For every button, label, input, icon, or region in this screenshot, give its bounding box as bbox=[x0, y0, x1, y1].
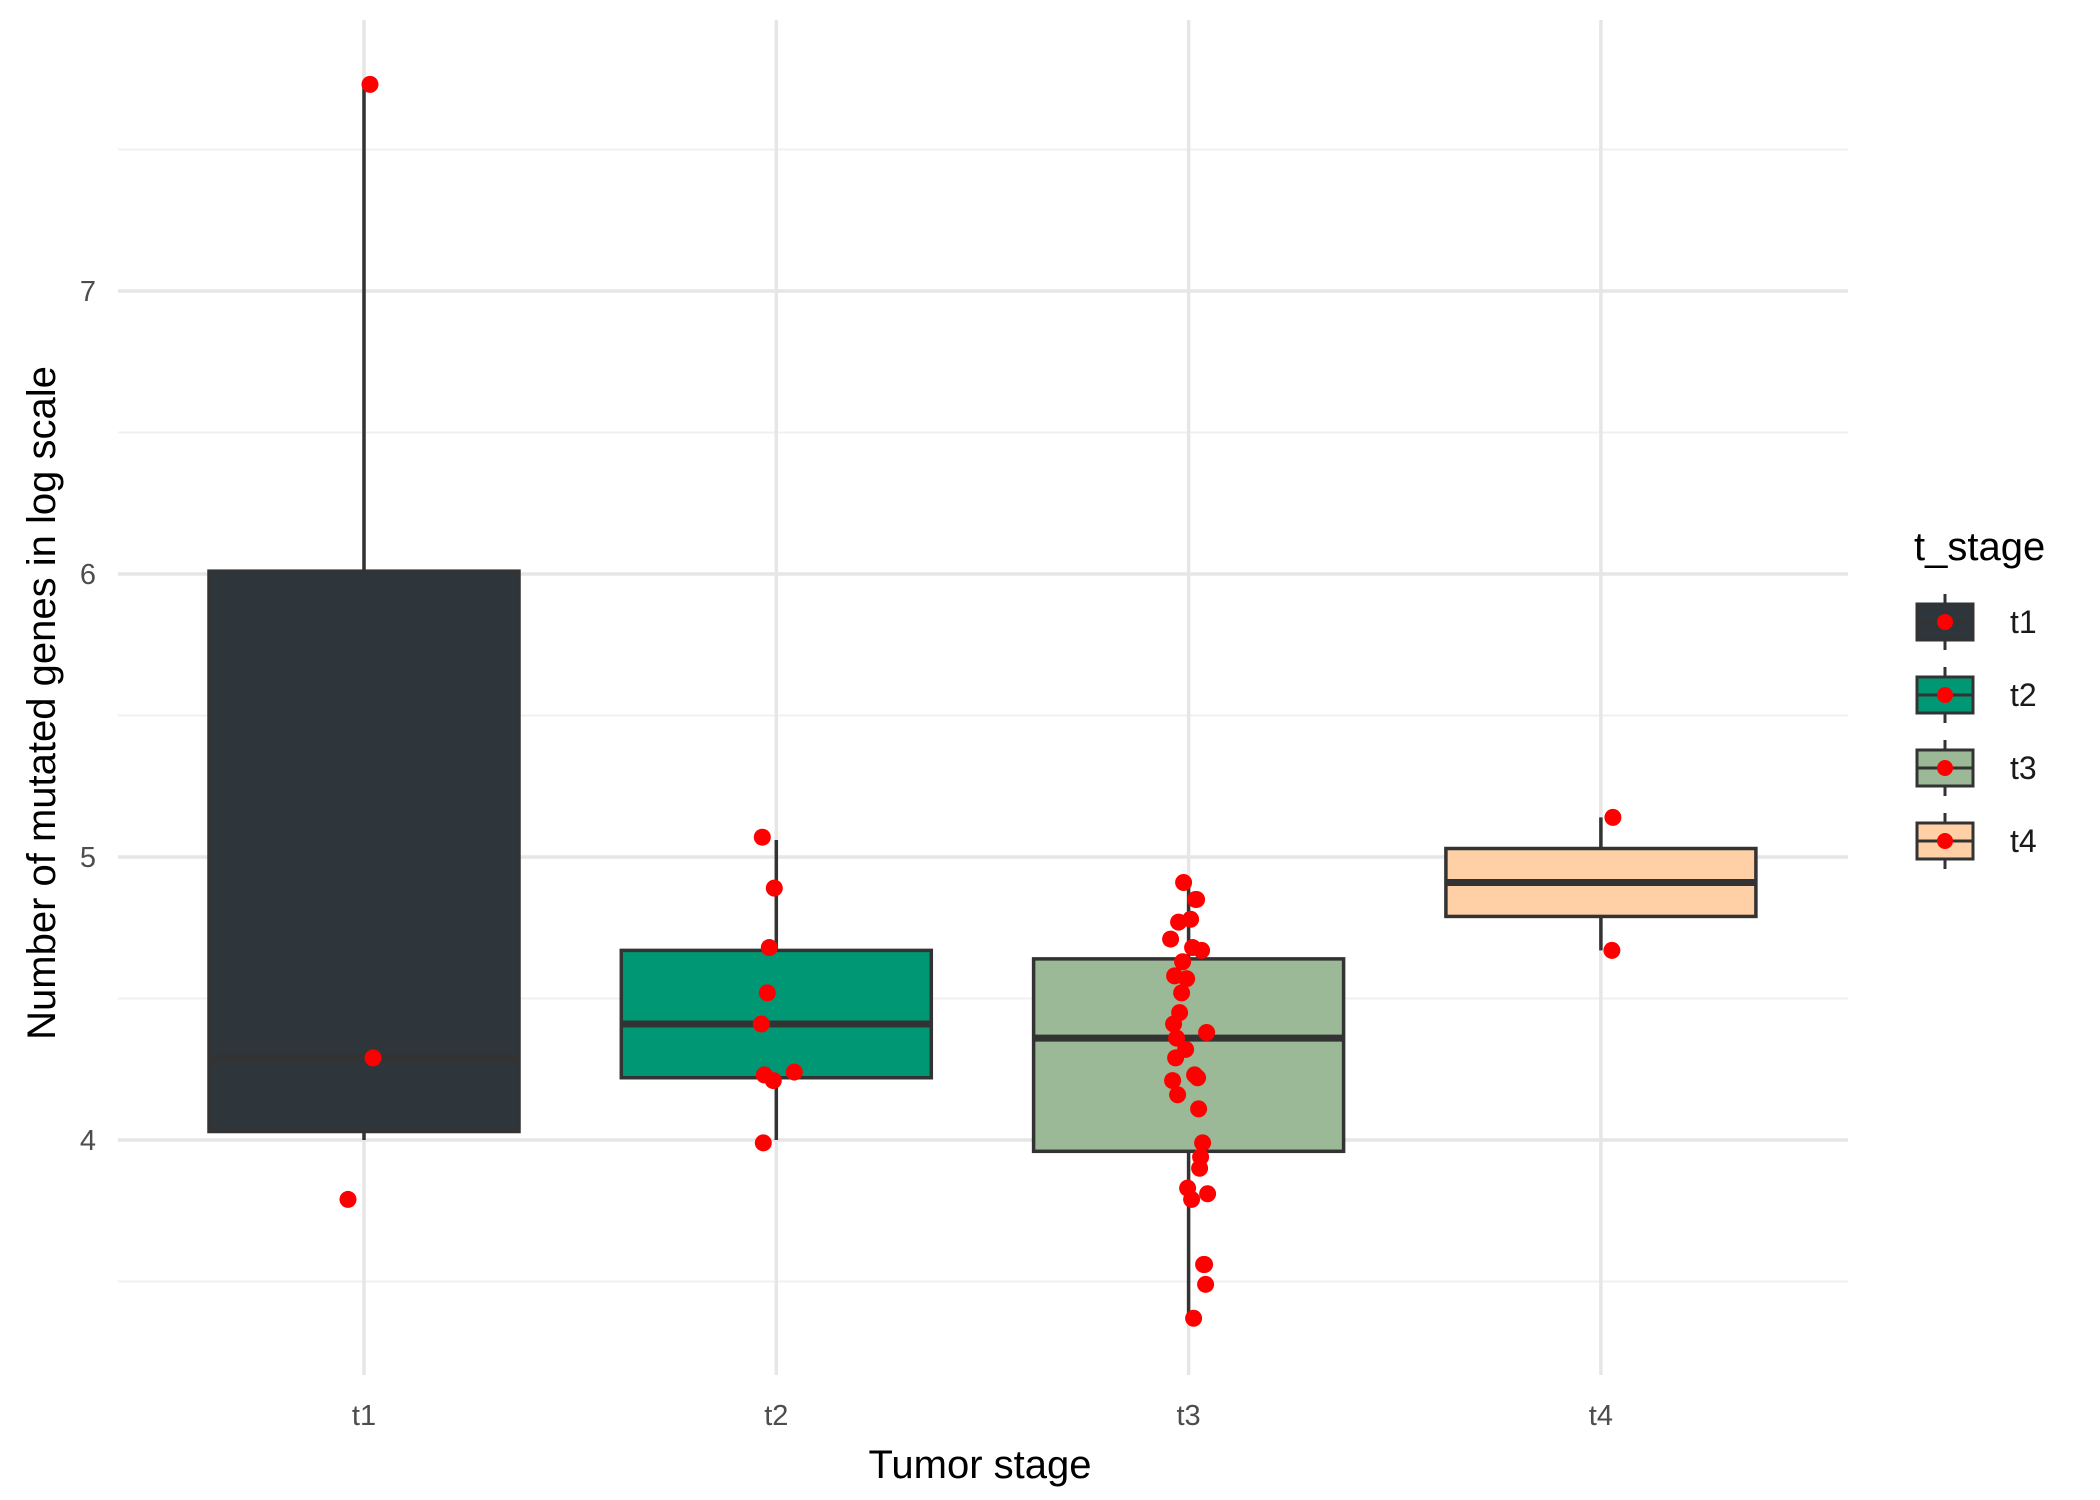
point-t2 bbox=[764, 1072, 782, 1090]
point-t2 bbox=[765, 879, 783, 897]
legend-title: t_stage bbox=[1914, 525, 2045, 569]
point-t3 bbox=[1162, 930, 1180, 948]
legend-label-t1: t1 bbox=[2010, 604, 2037, 640]
point-t3 bbox=[1169, 1086, 1187, 1104]
point-t2 bbox=[758, 984, 776, 1002]
x-tick-labels: t1 t2 t3 t4 bbox=[352, 1400, 1613, 1432]
point-t3 bbox=[1173, 984, 1191, 1002]
legend: t_stage t1 t2 t3 t4 bbox=[1914, 525, 2045, 869]
x-axis-title: Tumor stage bbox=[868, 1443, 1091, 1487]
point-t3 bbox=[1195, 1256, 1213, 1274]
point-t3 bbox=[1188, 890, 1206, 908]
point-t2 bbox=[785, 1063, 803, 1081]
point-t4 bbox=[1603, 941, 1621, 959]
y-tick-label: 4 bbox=[80, 1125, 96, 1157]
legend-label-t2: t2 bbox=[2010, 677, 2037, 713]
y-tick-label: 7 bbox=[80, 276, 96, 308]
x-tick-label: t4 bbox=[1589, 1400, 1613, 1432]
point-t3 bbox=[1190, 1100, 1208, 1118]
point-t2 bbox=[760, 939, 778, 957]
legend-label-t3: t3 bbox=[2010, 750, 2037, 786]
point-t3 bbox=[1165, 1015, 1183, 1033]
x-tick-label: t3 bbox=[1177, 1400, 1201, 1432]
point-t3 bbox=[1191, 1159, 1209, 1177]
point-t2 bbox=[752, 1015, 770, 1033]
point-t3 bbox=[1170, 913, 1188, 931]
y-tick-label: 6 bbox=[80, 559, 96, 591]
point-t2 bbox=[753, 828, 771, 846]
point-t3 bbox=[1164, 1072, 1182, 1090]
data-points bbox=[339, 75, 1622, 1327]
box-t1 bbox=[207, 569, 521, 1134]
point-t1 bbox=[364, 1049, 382, 1067]
x-tick-label: t1 bbox=[352, 1400, 376, 1432]
boxes bbox=[207, 569, 1758, 1154]
point-t3 bbox=[1198, 1023, 1216, 1041]
point-t3 bbox=[1193, 941, 1211, 959]
point-t3 bbox=[1185, 1309, 1203, 1327]
point-t3 bbox=[1189, 1069, 1207, 1087]
legend-key-point bbox=[1937, 687, 1953, 703]
legend-label-t4: t4 bbox=[2010, 823, 2037, 859]
box-t2 bbox=[619, 948, 934, 1080]
point-t4 bbox=[1604, 808, 1622, 826]
point-t3 bbox=[1175, 873, 1193, 891]
legend-key-point bbox=[1937, 760, 1953, 776]
point-t3 bbox=[1194, 1134, 1212, 1152]
point-t1 bbox=[361, 75, 379, 93]
y-tick-labels: 4 5 6 7 bbox=[80, 276, 96, 1157]
point-t2 bbox=[754, 1134, 772, 1152]
x-tick-label: t2 bbox=[764, 1400, 788, 1432]
point-t3 bbox=[1168, 1029, 1186, 1047]
point-t1 bbox=[339, 1190, 357, 1208]
y-tick-label: 5 bbox=[80, 842, 96, 874]
point-t3 bbox=[1197, 1275, 1215, 1293]
legend-key-point bbox=[1937, 833, 1953, 849]
point-t3 bbox=[1183, 1190, 1201, 1208]
point-t3 bbox=[1178, 970, 1196, 988]
point-t3 bbox=[1174, 953, 1192, 971]
legend-key-point bbox=[1937, 614, 1953, 630]
point-t3 bbox=[1199, 1185, 1217, 1203]
whiskers bbox=[362, 84, 1603, 1319]
y-axis-title: Number of mutated genes in log scale bbox=[20, 366, 64, 1040]
point-t3 bbox=[1167, 1049, 1185, 1067]
